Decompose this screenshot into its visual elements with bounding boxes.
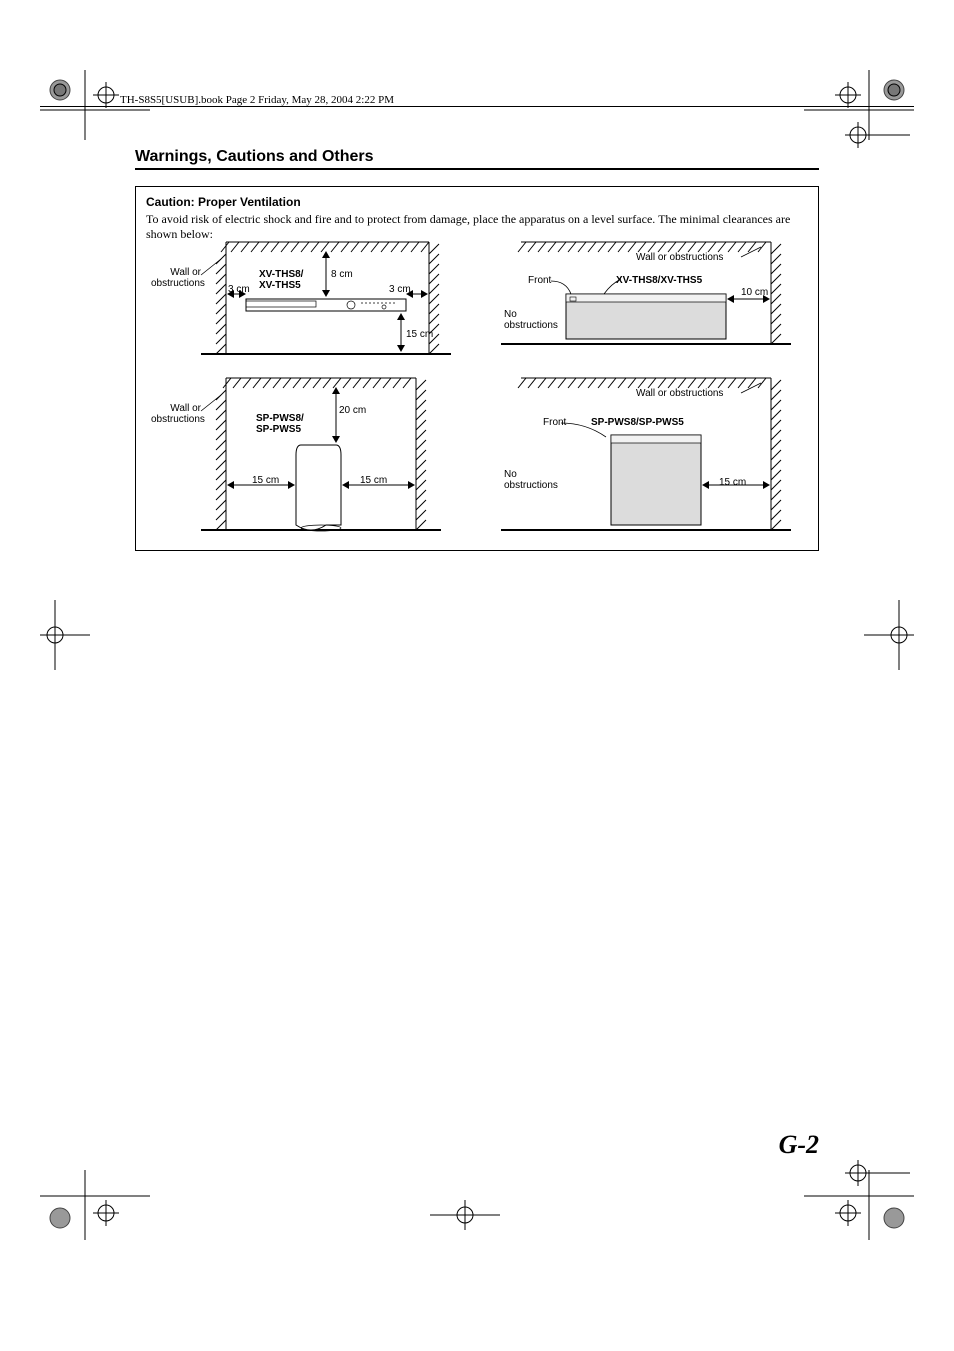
tl-right-clear: 3 cm <box>389 284 411 295</box>
bl-left-clear: 15 cm <box>252 475 279 486</box>
section-title: Warnings, Cautions and Others <box>135 148 374 166</box>
br-right-clear: 15 cm <box>719 477 746 488</box>
doc-header-info: TH-S8S5[USUB].book Page 2 Friday, May 28… <box>120 94 394 106</box>
bl-wall-label: Wall orobstructions <box>151 403 201 425</box>
br-wall-label: Wall or obstructions <box>636 388 723 399</box>
tr-front: Front <box>528 275 551 286</box>
tl-left-clear: 3 cm <box>228 284 250 295</box>
header-rule <box>40 106 914 107</box>
caution-box: Caution: Proper Ventilation To avoid ris… <box>135 186 819 551</box>
bl-model: SP-PWS8/SP-PWS5 <box>256 413 304 435</box>
diagram-bottomright <box>491 375 801 540</box>
tr-wall-label: Wall or obstructions <box>636 252 723 263</box>
tl-wall-label: Wall orobstructions <box>151 267 201 289</box>
diagram-bottomleft <box>141 375 451 540</box>
tr-noobs: Noobstructions <box>504 309 558 331</box>
tr-right-clear: 10 cm <box>741 287 768 298</box>
title-rule <box>135 168 819 170</box>
caution-body: To avoid risk of electric shock and fire… <box>146 212 808 242</box>
diagram-topleft <box>141 239 451 364</box>
bl-right-clear: 15 cm <box>360 475 387 486</box>
bl-top-clear: 20 cm <box>339 405 366 416</box>
tl-top-clear: 8 cm <box>331 269 353 280</box>
tr-model: XV-THS8/XV-THS5 <box>616 275 702 286</box>
br-noobs: Noobstructions <box>504 469 558 491</box>
page-number: G-2 <box>779 1130 819 1160</box>
caution-title: Caution: Proper Ventilation <box>146 195 808 209</box>
br-model: SP-PWS8/SP-PWS5 <box>591 417 684 428</box>
br-front: Front <box>543 417 566 428</box>
tl-model: XV-THS8/XV-THS5 <box>259 269 303 291</box>
tl-bottom-clear: 15 cm <box>406 329 433 340</box>
